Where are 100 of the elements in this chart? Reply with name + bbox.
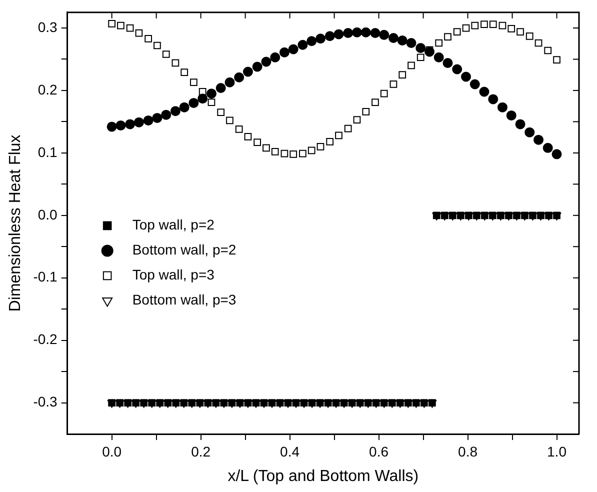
point <box>388 33 398 44</box>
point <box>170 106 180 116</box>
point <box>479 86 490 97</box>
point <box>116 120 126 130</box>
point <box>135 29 143 37</box>
point <box>444 33 452 40</box>
point <box>308 146 316 154</box>
point <box>524 127 535 138</box>
point <box>497 102 508 112</box>
point <box>390 80 398 88</box>
legend-label: Bottom wall, p=2 <box>132 242 236 258</box>
point <box>408 62 415 70</box>
x-tick-label: 0.2 <box>191 443 211 460</box>
point <box>106 122 117 132</box>
point <box>424 46 434 57</box>
point <box>279 47 290 58</box>
point <box>162 50 170 58</box>
point <box>188 98 199 108</box>
point <box>226 116 234 124</box>
point <box>143 115 154 126</box>
point <box>434 52 444 62</box>
point <box>515 119 526 130</box>
point <box>362 108 370 116</box>
point <box>552 149 562 160</box>
point <box>516 28 524 36</box>
y-tick-label: 0.3 <box>38 18 58 35</box>
point <box>126 24 134 32</box>
point <box>379 30 390 40</box>
point <box>544 46 552 54</box>
point <box>553 56 560 64</box>
point <box>206 88 216 99</box>
point <box>452 64 462 74</box>
y-axis-title: Dimensionless Heat Flux <box>7 134 24 312</box>
point <box>526 32 534 40</box>
point <box>416 43 426 53</box>
point <box>462 24 470 32</box>
y-tick-label: -0.2 <box>33 331 58 348</box>
point <box>480 20 488 28</box>
point <box>261 56 272 67</box>
legend-label: Top wall, p=3 <box>132 266 215 283</box>
legend-label: Top wall, p=2 <box>132 216 215 233</box>
point <box>542 142 553 153</box>
point <box>352 27 362 38</box>
y-tick-label: 0.1 <box>38 144 58 160</box>
point <box>370 28 380 38</box>
point <box>397 36 408 46</box>
point <box>217 108 225 116</box>
point <box>244 133 252 140</box>
point <box>242 66 253 77</box>
point <box>280 150 288 158</box>
point <box>306 36 317 46</box>
point <box>316 143 324 150</box>
point <box>380 90 388 98</box>
point <box>442 58 453 68</box>
point <box>406 38 416 48</box>
point <box>108 20 116 28</box>
point <box>471 22 479 30</box>
point <box>290 150 298 158</box>
point <box>508 24 516 32</box>
y-tick-label: 0.0 <box>38 206 58 222</box>
point <box>271 148 279 156</box>
x-tick-label: 1.0 <box>547 443 567 460</box>
point <box>180 68 188 76</box>
x-axis-title: x/L (Top and Bottom Walls) <box>228 468 419 485</box>
point <box>324 31 335 42</box>
point <box>398 71 406 79</box>
point <box>299 150 306 158</box>
point <box>234 72 244 82</box>
point <box>216 82 226 93</box>
point <box>534 39 542 47</box>
point <box>270 52 280 62</box>
point <box>298 40 308 50</box>
point <box>117 22 124 30</box>
point <box>498 22 506 30</box>
point <box>460 72 471 82</box>
point <box>179 102 190 112</box>
point <box>360 27 371 38</box>
point <box>453 28 461 36</box>
y-tick-label: 0.2 <box>38 81 58 98</box>
point <box>315 34 326 44</box>
x-tick-label: 0.0 <box>102 443 122 460</box>
y-tick-label: -0.3 <box>33 394 58 410</box>
point <box>235 126 243 133</box>
point <box>172 59 180 67</box>
point <box>488 94 498 104</box>
point <box>254 138 261 146</box>
point <box>372 98 379 106</box>
point <box>134 117 144 128</box>
point <box>416 54 424 62</box>
point <box>288 44 298 54</box>
point <box>343 28 354 38</box>
point <box>208 98 216 106</box>
point <box>506 110 516 120</box>
point <box>353 116 361 124</box>
point <box>326 138 334 146</box>
point <box>125 119 136 130</box>
point <box>252 62 262 72</box>
x-tick-label: 0.6 <box>369 443 389 460</box>
point <box>198 94 208 104</box>
point <box>489 20 497 28</box>
